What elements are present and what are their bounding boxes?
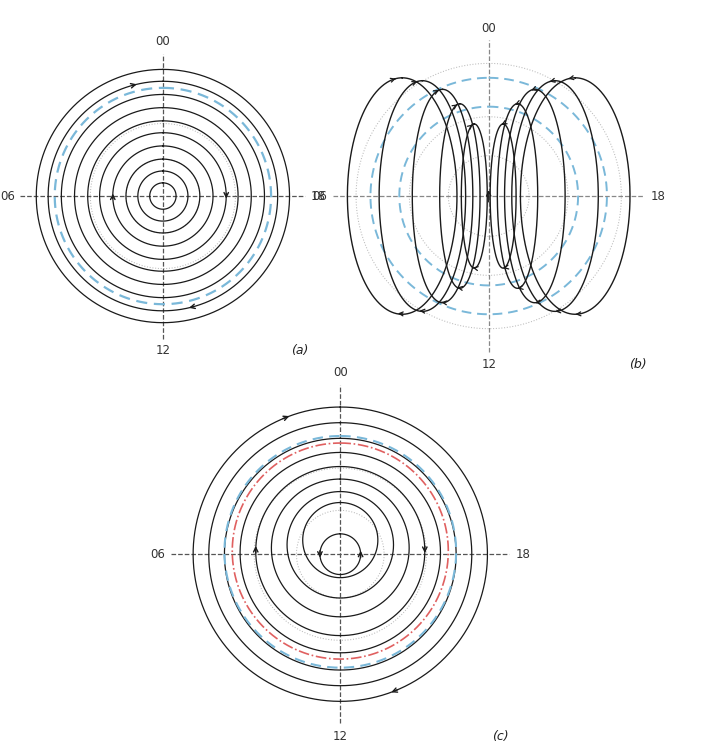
Text: 06: 06 bbox=[0, 189, 15, 203]
Text: 18: 18 bbox=[650, 189, 665, 203]
Text: 12: 12 bbox=[156, 344, 170, 357]
Text: 12: 12 bbox=[333, 730, 348, 743]
Text: 06: 06 bbox=[312, 189, 327, 203]
Text: 00: 00 bbox=[156, 35, 170, 48]
Text: (b): (b) bbox=[628, 357, 647, 370]
Text: 12: 12 bbox=[481, 357, 496, 370]
Text: 00: 00 bbox=[481, 22, 496, 35]
Text: 18: 18 bbox=[515, 547, 531, 561]
Text: 00: 00 bbox=[333, 366, 348, 379]
Text: (c): (c) bbox=[492, 730, 509, 743]
Text: 18: 18 bbox=[311, 189, 326, 203]
Text: 06: 06 bbox=[150, 547, 165, 561]
Text: (a): (a) bbox=[291, 344, 308, 357]
